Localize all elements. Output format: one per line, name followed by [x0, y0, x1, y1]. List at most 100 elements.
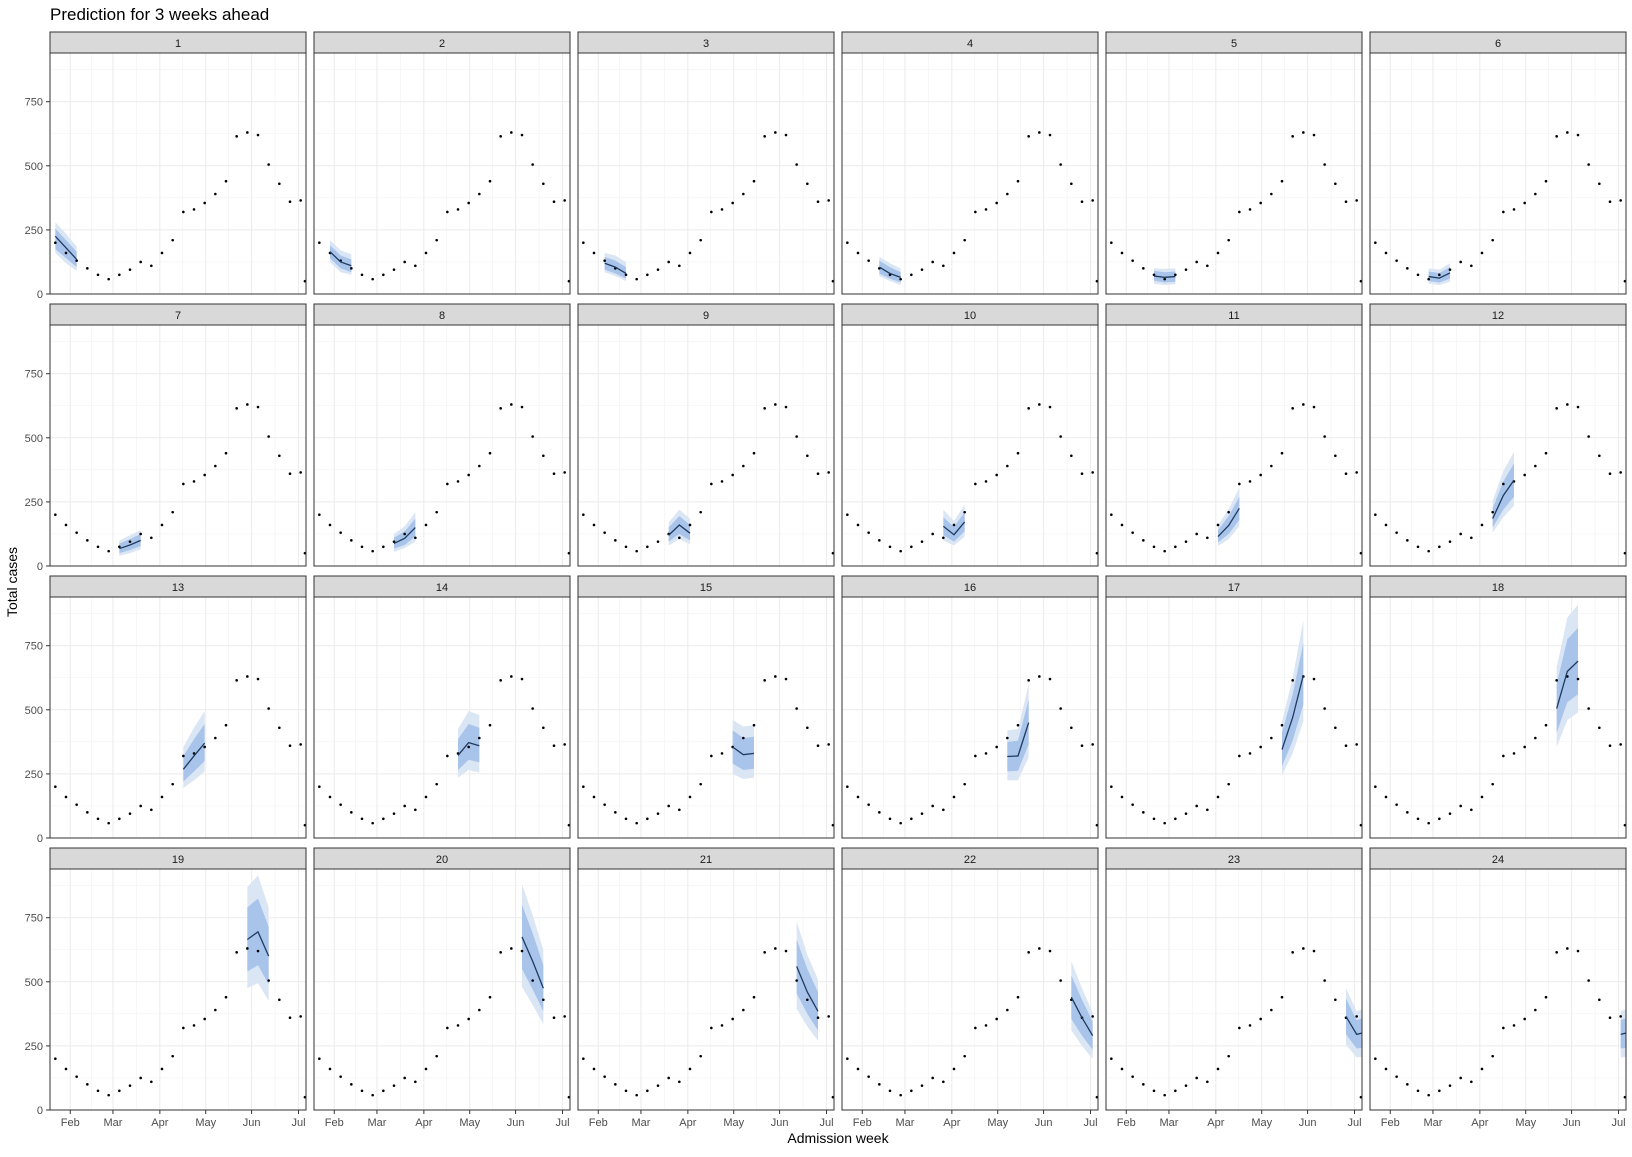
observed-point [1259, 201, 1262, 205]
observed-point [827, 743, 830, 746]
observed-point [1323, 979, 1326, 982]
prediction-line [796, 966, 819, 1012]
observed-point [542, 998, 545, 1002]
prediction-line [942, 521, 966, 536]
panel-border [313, 52, 571, 295]
observed-point [1216, 523, 1220, 527]
observed-point [899, 277, 902, 281]
observed-point [1323, 435, 1326, 438]
observed-point [582, 513, 585, 517]
observed-point [256, 405, 260, 409]
observed-point [656, 812, 660, 815]
observed-point [1038, 131, 1041, 134]
observed-point [510, 675, 513, 678]
observed-point [107, 821, 110, 825]
facet-strip-label: 16 [964, 582, 976, 594]
observed-point [1163, 277, 1166, 281]
observed-point [414, 536, 417, 540]
observed-point [160, 251, 164, 255]
observed-point [414, 264, 417, 268]
panel-border [49, 868, 307, 1111]
observed-point [256, 949, 260, 953]
observed-point [360, 1089, 364, 1093]
observed-point [128, 268, 132, 271]
panel-border [313, 324, 571, 567]
observed-point [1195, 260, 1198, 264]
observed-point [899, 821, 902, 825]
prediction-line [604, 262, 627, 275]
observed-point [1502, 754, 1505, 758]
observed-point [878, 1083, 881, 1086]
observed-point [246, 131, 249, 134]
observed-point [1048, 677, 1052, 681]
observed-point [1334, 454, 1337, 458]
observed-point [831, 1095, 834, 1099]
observed-point [731, 201, 734, 205]
observed-point [1312, 949, 1316, 953]
observed-point [1491, 1054, 1494, 1058]
prediction-band-inner [732, 730, 754, 771]
observed-point [214, 192, 217, 196]
facet-strip-label: 5 [1231, 38, 1237, 50]
observed-point [499, 135, 502, 138]
observed-point [488, 995, 492, 999]
observed-point [1416, 273, 1420, 277]
x-tick-label: Feb [1381, 1117, 1400, 1129]
panel-border [577, 596, 835, 839]
observed-point [1110, 241, 1113, 245]
observed-point [1427, 549, 1430, 553]
observed-point [774, 947, 777, 950]
observed-point [995, 1017, 998, 1021]
observed-point [816, 200, 820, 204]
panel-background [1370, 53, 1626, 294]
facet-panel-1: 1 0 250 500 750 [25, 31, 307, 301]
x-tick-label: Mar [631, 1117, 650, 1129]
observed-point [1470, 808, 1473, 812]
observed-point [1587, 707, 1590, 710]
panel-border [1369, 868, 1627, 1111]
observed-point [64, 251, 68, 255]
observed-point [446, 482, 449, 486]
observed-point [878, 539, 881, 542]
observed-point [1534, 192, 1537, 196]
observed-point [1131, 259, 1134, 262]
observed-point [910, 1089, 913, 1093]
observed-point [1355, 471, 1358, 474]
observed-point [1480, 1067, 1484, 1071]
observed-point [1059, 707, 1062, 710]
panel-content [578, 325, 834, 566]
prediction-band-inner [1556, 627, 1578, 733]
observed-point [984, 1024, 988, 1027]
observed-point [467, 1017, 470, 1021]
observed-point [256, 133, 260, 137]
panel-background [50, 53, 306, 294]
y-tick-label: 500 [25, 977, 43, 989]
panel-background [1370, 597, 1626, 838]
observed-point [1323, 163, 1326, 166]
panel-content [578, 53, 834, 294]
observed-point [656, 540, 660, 543]
observed-point [446, 210, 449, 214]
facet-panel-16: 16 [841, 575, 1099, 839]
observed-point [1248, 752, 1252, 755]
observed-point [339, 531, 342, 534]
observed-point [192, 208, 196, 211]
observed-point [214, 736, 217, 740]
observed-point [520, 133, 524, 137]
observed-point [1480, 795, 1484, 799]
y-tick-label: 500 [25, 161, 43, 173]
facet-panel-8: 8 [313, 303, 571, 567]
observed-point [1448, 812, 1452, 815]
facet-strip-label: 14 [436, 582, 448, 594]
observed-point [531, 707, 534, 710]
observed-point [1291, 951, 1294, 954]
observed-point [646, 1089, 649, 1093]
observed-point [224, 451, 228, 455]
observed-point [1095, 823, 1098, 827]
prediction-line [54, 235, 78, 260]
observed-point [1312, 133, 1316, 137]
observed-point [54, 513, 57, 517]
prediction-band-inner [522, 904, 544, 1012]
observed-point [1619, 199, 1622, 202]
facet-panel-14: 14 [313, 575, 571, 839]
